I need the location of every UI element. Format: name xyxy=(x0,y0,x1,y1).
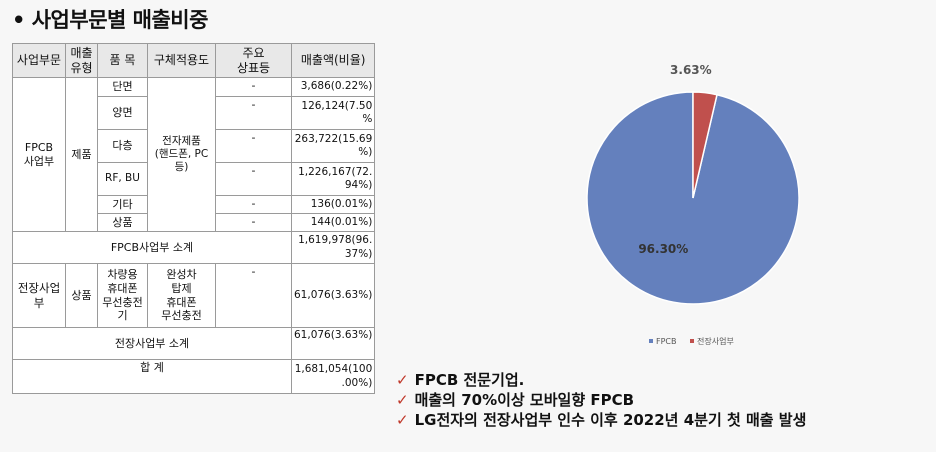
subtotal-row: FPCB사업부 소계 1,619,978(96. 37%) xyxy=(12,231,376,264)
amount-cell: 3,686(0.22%) xyxy=(290,77,376,97)
check-icon: ✓ xyxy=(396,391,409,409)
table-row: 양면 - 126,124(7.50 % xyxy=(13,96,376,130)
item-cell: 상품 xyxy=(97,213,148,232)
table-row: 상품 - 144(0.01%) xyxy=(13,213,376,232)
item-cell: RF, BU xyxy=(97,162,148,196)
table-header-row: 사업부문 매출 유형 품 목 구체적용도 주요 상표등 매출액(비율) xyxy=(12,43,376,78)
fpcb-subtotal-label: FPCB사업부 소계 xyxy=(12,231,292,264)
header-type: 매출 유형 xyxy=(65,43,98,78)
brand-cell: - xyxy=(215,195,292,214)
bullet-item: ✓ LG전자의 전장사업부 인수 이후 2022년 4분기 첫 매출 발생 xyxy=(396,410,806,430)
check-icon: ✓ xyxy=(396,371,409,389)
header-amount: 매출액(비율) xyxy=(290,43,376,78)
table-row: FPCB 사업부 제품 단면 전자제품 (핸드폰, PC 등) - 3,686(… xyxy=(12,77,376,232)
type-fpcb: 제품 xyxy=(65,77,98,232)
pie-data-label: 96.30% xyxy=(638,242,688,256)
legend-label: FPCB xyxy=(656,337,677,346)
bullet-list: ✓ FPCB 전문기업. ✓ 매출의 70%이상 모바일향 FPCB ✓ LG전자의 … xyxy=(396,370,806,430)
total-row: 합 계 1,681,054(100 .00%) xyxy=(12,359,376,394)
item-cell: 다층 xyxy=(97,129,148,163)
auto-subtotal-label: 전장사업부 소계 xyxy=(12,327,292,360)
revenue-pie-chart: 96.30% 3.63% FPCB 전장사업부 xyxy=(586,63,800,346)
fpcb-subtotal-amount: 1,619,978(96. 37%) xyxy=(290,231,376,264)
bullet-text: 매출의 70%이상 모바일향 FPCB xyxy=(414,391,635,409)
amount-auto: 61,076(3.63%) xyxy=(290,263,376,328)
brand-cell: - xyxy=(215,129,292,163)
table-row: 기타 - 136(0.01%) xyxy=(13,195,376,214)
legend-swatch xyxy=(690,339,694,343)
legend-label: 전장사업부 xyxy=(697,336,734,346)
brand-cell: - xyxy=(215,77,292,97)
total-amount: 1,681,054(100 .00%) xyxy=(290,359,376,394)
brand-auto: - xyxy=(215,263,292,328)
brand-cell: - xyxy=(215,96,292,130)
page-title: • 사업부문별 매출비중 xyxy=(12,8,208,32)
use-fpcb: 전자제품 (핸드폰, PC 등) xyxy=(147,77,216,232)
item-auto: 차량용 휴대폰 무선충전 기 xyxy=(97,263,148,328)
amount-cell: 263,722(15.69 %) xyxy=(290,129,376,163)
amount-cell: 126,124(7.50 % xyxy=(290,96,376,130)
header-item: 품 목 xyxy=(97,43,148,78)
use-auto: 완성차 탑제 휴대폰 무선충전 xyxy=(147,263,216,328)
bullet-item: ✓ 매출의 70%이상 모바일향 FPCB xyxy=(396,390,806,410)
item-cell: 기타 xyxy=(97,195,148,214)
table-row: 전장사업 부 상품 차량용 휴대폰 무선충전 기 완성차 탑제 휴대폰 무선충전… xyxy=(12,263,376,328)
item-cell: 양면 xyxy=(97,96,148,130)
segment-auto: 전장사업 부 xyxy=(12,263,66,328)
amount-cell: 136(0.01%) xyxy=(290,195,376,214)
pie-data-label: 3.63% xyxy=(670,63,712,77)
header-use: 구체적용도 xyxy=(147,43,216,78)
type-auto: 상품 xyxy=(65,263,98,328)
auto-subtotal-amount: 61,076(3.63%) xyxy=(290,327,376,360)
subtotal-row: 전장사업부 소계 61,076(3.63%) xyxy=(12,327,376,360)
amount-cell: 1,226,167(72. 94%) xyxy=(290,162,376,196)
brand-cell: - xyxy=(215,213,292,232)
brand-cell: - xyxy=(215,162,292,196)
bullet-text: FPCB 전문기업. xyxy=(414,371,525,389)
bullet-item: ✓ FPCB 전문기업. xyxy=(396,370,806,390)
item-cell: 단면 xyxy=(97,77,148,97)
legend-swatch xyxy=(649,339,653,343)
header-brand: 주요 상표등 xyxy=(215,43,292,78)
pie-slice-auto xyxy=(692,91,718,199)
table-row: 다층 - 263,722(15.69 %) xyxy=(13,129,376,163)
segment-fpcb: FPCB 사업부 xyxy=(12,77,66,232)
header-segment: 사업부문 xyxy=(12,43,66,78)
bullet-text: LG전자의 전장사업부 인수 이후 2022년 4분기 첫 매출 발생 xyxy=(414,411,807,429)
check-icon: ✓ xyxy=(396,411,409,429)
amount-cell: 144(0.01%) xyxy=(290,213,376,232)
total-label: 합 계 xyxy=(12,359,292,394)
revenue-table: 사업부문 매출 유형 품 목 구체적용도 주요 상표등 매출액(비율) FPCB… xyxy=(12,43,376,394)
